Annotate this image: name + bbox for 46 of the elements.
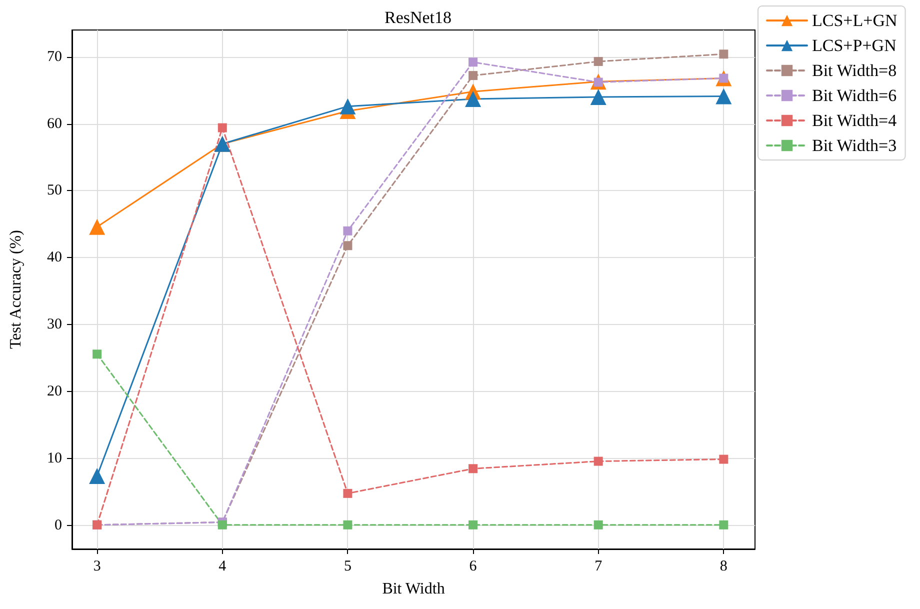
point [594,56,603,66]
y-tick-label: 0 [54,518,62,534]
point [719,454,728,464]
point [594,456,603,466]
y-axis-title: Test Accuracy (%) [8,230,24,349]
x-tick-label: 3 [93,558,101,574]
point [218,520,227,530]
point [465,90,482,107]
x-axis-title: Bit Width [382,580,445,598]
point [218,123,227,132]
point [89,218,106,235]
point [343,226,352,236]
y-tick-label: 30 [47,316,62,333]
point [716,88,732,104]
point [719,520,728,530]
y-tick-label: 10 [47,450,62,467]
x-tick-label: 8 [720,558,728,574]
y-tick-label: 50 [47,182,62,199]
point [719,50,728,59]
point [89,468,106,484]
y-tick-label: 60 [47,116,62,132]
legend-label: LCS+L+GN [812,11,898,30]
y-tick-label: 20 [47,384,62,400]
legend-label: Bit Width=4 [812,111,898,130]
point [468,71,478,80]
y-tick-label: 70 [47,48,62,65]
chart-title: ResNet18 [384,8,452,27]
x-tick-label: 7 [594,558,603,574]
point [468,520,478,530]
point [343,488,352,498]
point [590,88,606,105]
legend-label: Bit Width=6 [812,86,897,105]
legend-label: Bit Width=8 [812,61,897,80]
point [340,98,356,114]
x-tick-label: 6 [469,558,478,574]
x-tick-label: 5 [344,558,352,574]
point [92,350,102,359]
legend-label: Bit Width=3 [812,136,897,155]
x-tick-label: 4 [218,558,227,574]
y-tick-label: 40 [47,250,62,266]
point [468,464,478,474]
point [468,58,478,67]
point [594,520,603,530]
point [343,241,352,250]
legend-label: LCS+P+GN [812,36,896,55]
point [343,520,352,530]
